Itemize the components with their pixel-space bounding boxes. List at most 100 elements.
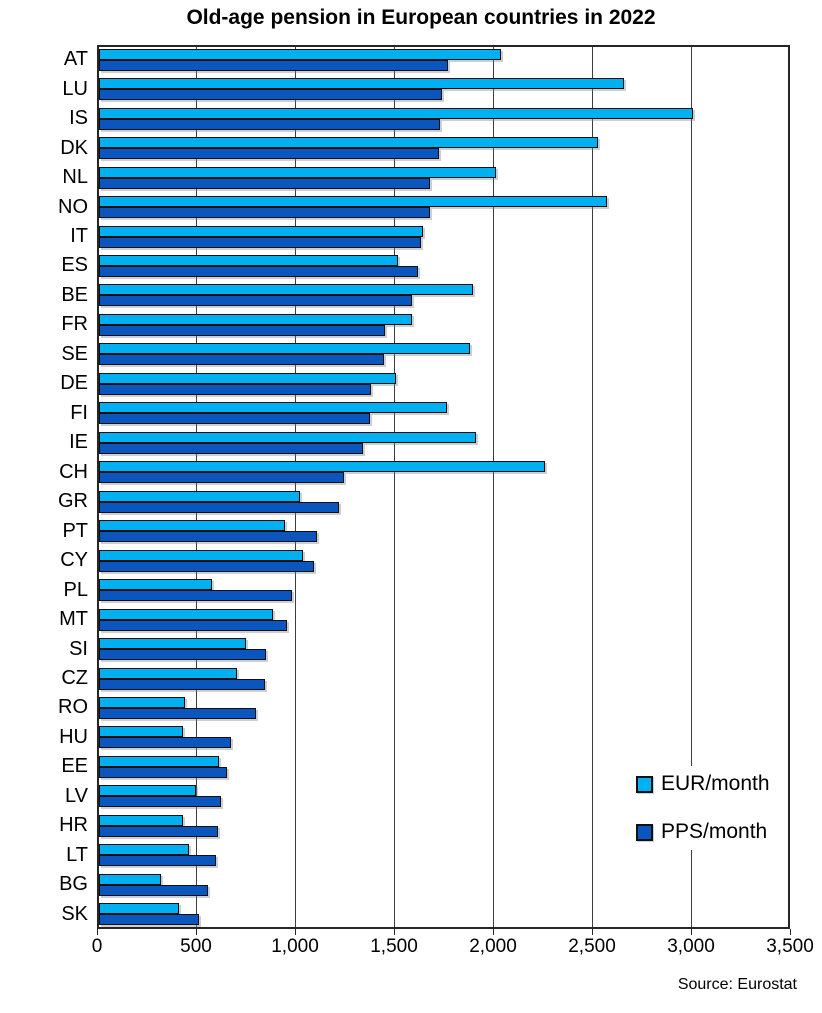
country-label-si: SI <box>69 637 88 660</box>
eur-bar-nl <box>99 166 496 178</box>
gridline-3000 <box>691 47 692 927</box>
country-label-at: AT <box>63 48 88 71</box>
gridline-1000 <box>295 47 296 927</box>
pps-bar-dk <box>99 148 439 160</box>
x-tick-label-1500: 1,500 <box>370 936 418 957</box>
gridline-2500 <box>592 47 593 927</box>
country-label-is: IS <box>69 107 88 130</box>
x-tickmark-0 <box>97 929 98 935</box>
chart-title: Old-age pension in European countries in… <box>186 6 656 29</box>
country-label-be: BE <box>61 283 88 306</box>
pps-bar-hu <box>99 737 231 749</box>
x-tick-label-2000: 2,000 <box>469 936 517 957</box>
pps-bar-cy <box>99 560 314 572</box>
pps-bar-lu <box>99 89 442 101</box>
eur-bar-si <box>99 638 246 650</box>
pps-bar-ie <box>99 442 364 454</box>
source-note: Source: Eurostat <box>677 976 797 993</box>
pps-bar-gr <box>99 501 339 513</box>
country-label-ro: RO <box>58 696 88 719</box>
eur-bar-fr <box>99 313 412 325</box>
gridline-2000 <box>493 47 494 927</box>
x-tickmark-3000 <box>691 929 692 935</box>
x-tick-label-3000: 3,000 <box>667 936 715 957</box>
x-tick-label-2500: 2,500 <box>568 936 616 957</box>
eur-bar-hu <box>99 726 184 738</box>
eur-bar-no <box>99 196 607 208</box>
eur-bar-is <box>99 107 693 119</box>
plot-area <box>97 45 790 929</box>
eur-bar-it <box>99 225 423 237</box>
country-label-lv: LV <box>65 784 88 807</box>
pps-bar-ro <box>99 708 257 719</box>
pps-bar-is <box>99 118 440 130</box>
x-tickmark-500 <box>196 929 197 935</box>
x-tickmark-3500 <box>790 929 791 935</box>
country-label-it: IT <box>70 225 88 248</box>
x-tickmark-1500 <box>394 929 395 935</box>
country-label-ch: CH <box>59 460 88 483</box>
country-label-mt: MT <box>59 608 88 631</box>
pps-bar-lv <box>99 796 221 808</box>
eur-bar-cy <box>99 549 303 561</box>
pps-bar-se <box>99 354 385 366</box>
eur-bar-pl <box>99 579 212 591</box>
pps-bar-it <box>99 236 421 248</box>
eur-bar-se <box>99 343 471 355</box>
eur-bar-gr <box>99 490 300 502</box>
country-label-cz: CZ <box>61 667 88 690</box>
country-label-hu: HU <box>59 725 88 748</box>
eur-bar-fi <box>99 402 448 414</box>
country-label-lt: LT <box>66 843 88 866</box>
eur-bar-lt <box>99 844 190 856</box>
eur-bar-ch <box>99 461 545 473</box>
eur-bar-ie <box>99 431 477 443</box>
x-tickmark-2000 <box>493 929 494 935</box>
pps-bar-cz <box>99 678 266 690</box>
pps-bar-fi <box>99 413 371 425</box>
country-label-cy: CY <box>60 549 88 572</box>
eur-bar-sk <box>99 903 180 915</box>
country-label-pt: PT <box>62 519 88 542</box>
eur-bar-hr <box>99 814 184 826</box>
country-label-nl: NL <box>62 166 88 189</box>
eur-bar-at <box>99 48 501 60</box>
x-tickmark-2500 <box>592 929 593 935</box>
gridline-500 <box>196 47 197 927</box>
pps-bar-no <box>99 207 430 219</box>
country-label-gr: GR <box>58 490 88 513</box>
legend: EUR/month PPS/month <box>628 766 778 850</box>
pps-bar-at <box>99 59 449 71</box>
eur-bar-bg <box>99 873 162 885</box>
pps-bar-pt <box>99 531 317 543</box>
eur-bar-pt <box>99 520 286 532</box>
pps-bar-de <box>99 383 372 395</box>
country-label-ie: IE <box>69 431 88 454</box>
country-label-pl: PL <box>63 578 88 601</box>
eur-bar-mt <box>99 608 274 620</box>
x-tick-label-500: 500 <box>180 936 212 957</box>
eur-bar-es <box>99 255 398 266</box>
country-label-es: ES <box>61 254 88 277</box>
pps-bar-nl <box>99 177 430 189</box>
eur-bar-dk <box>99 137 598 149</box>
pps-bar-si <box>99 649 267 661</box>
legend-entry-eur: EUR/month <box>636 772 770 796</box>
pps-bar-lt <box>99 855 216 867</box>
country-label-hr: HR <box>59 814 88 837</box>
x-tick-label-1000: 1,000 <box>271 936 319 957</box>
pps-bar-pl <box>99 590 293 602</box>
pps-bar-es <box>99 266 418 277</box>
x-tickmark-1000 <box>295 929 296 935</box>
gridline-1500 <box>394 47 395 927</box>
pps-bar-ch <box>99 472 344 484</box>
country-label-dk: DK <box>60 136 88 159</box>
eur-bar-lu <box>99 78 624 90</box>
pps-bar-mt <box>99 619 288 631</box>
eur-bar-ro <box>99 697 186 708</box>
legend-label-eur: EUR/month <box>661 772 770 795</box>
country-label-lu: LU <box>62 77 88 100</box>
legend-label-pps: PPS/month <box>661 820 768 843</box>
pps-bar-hr <box>99 825 218 837</box>
